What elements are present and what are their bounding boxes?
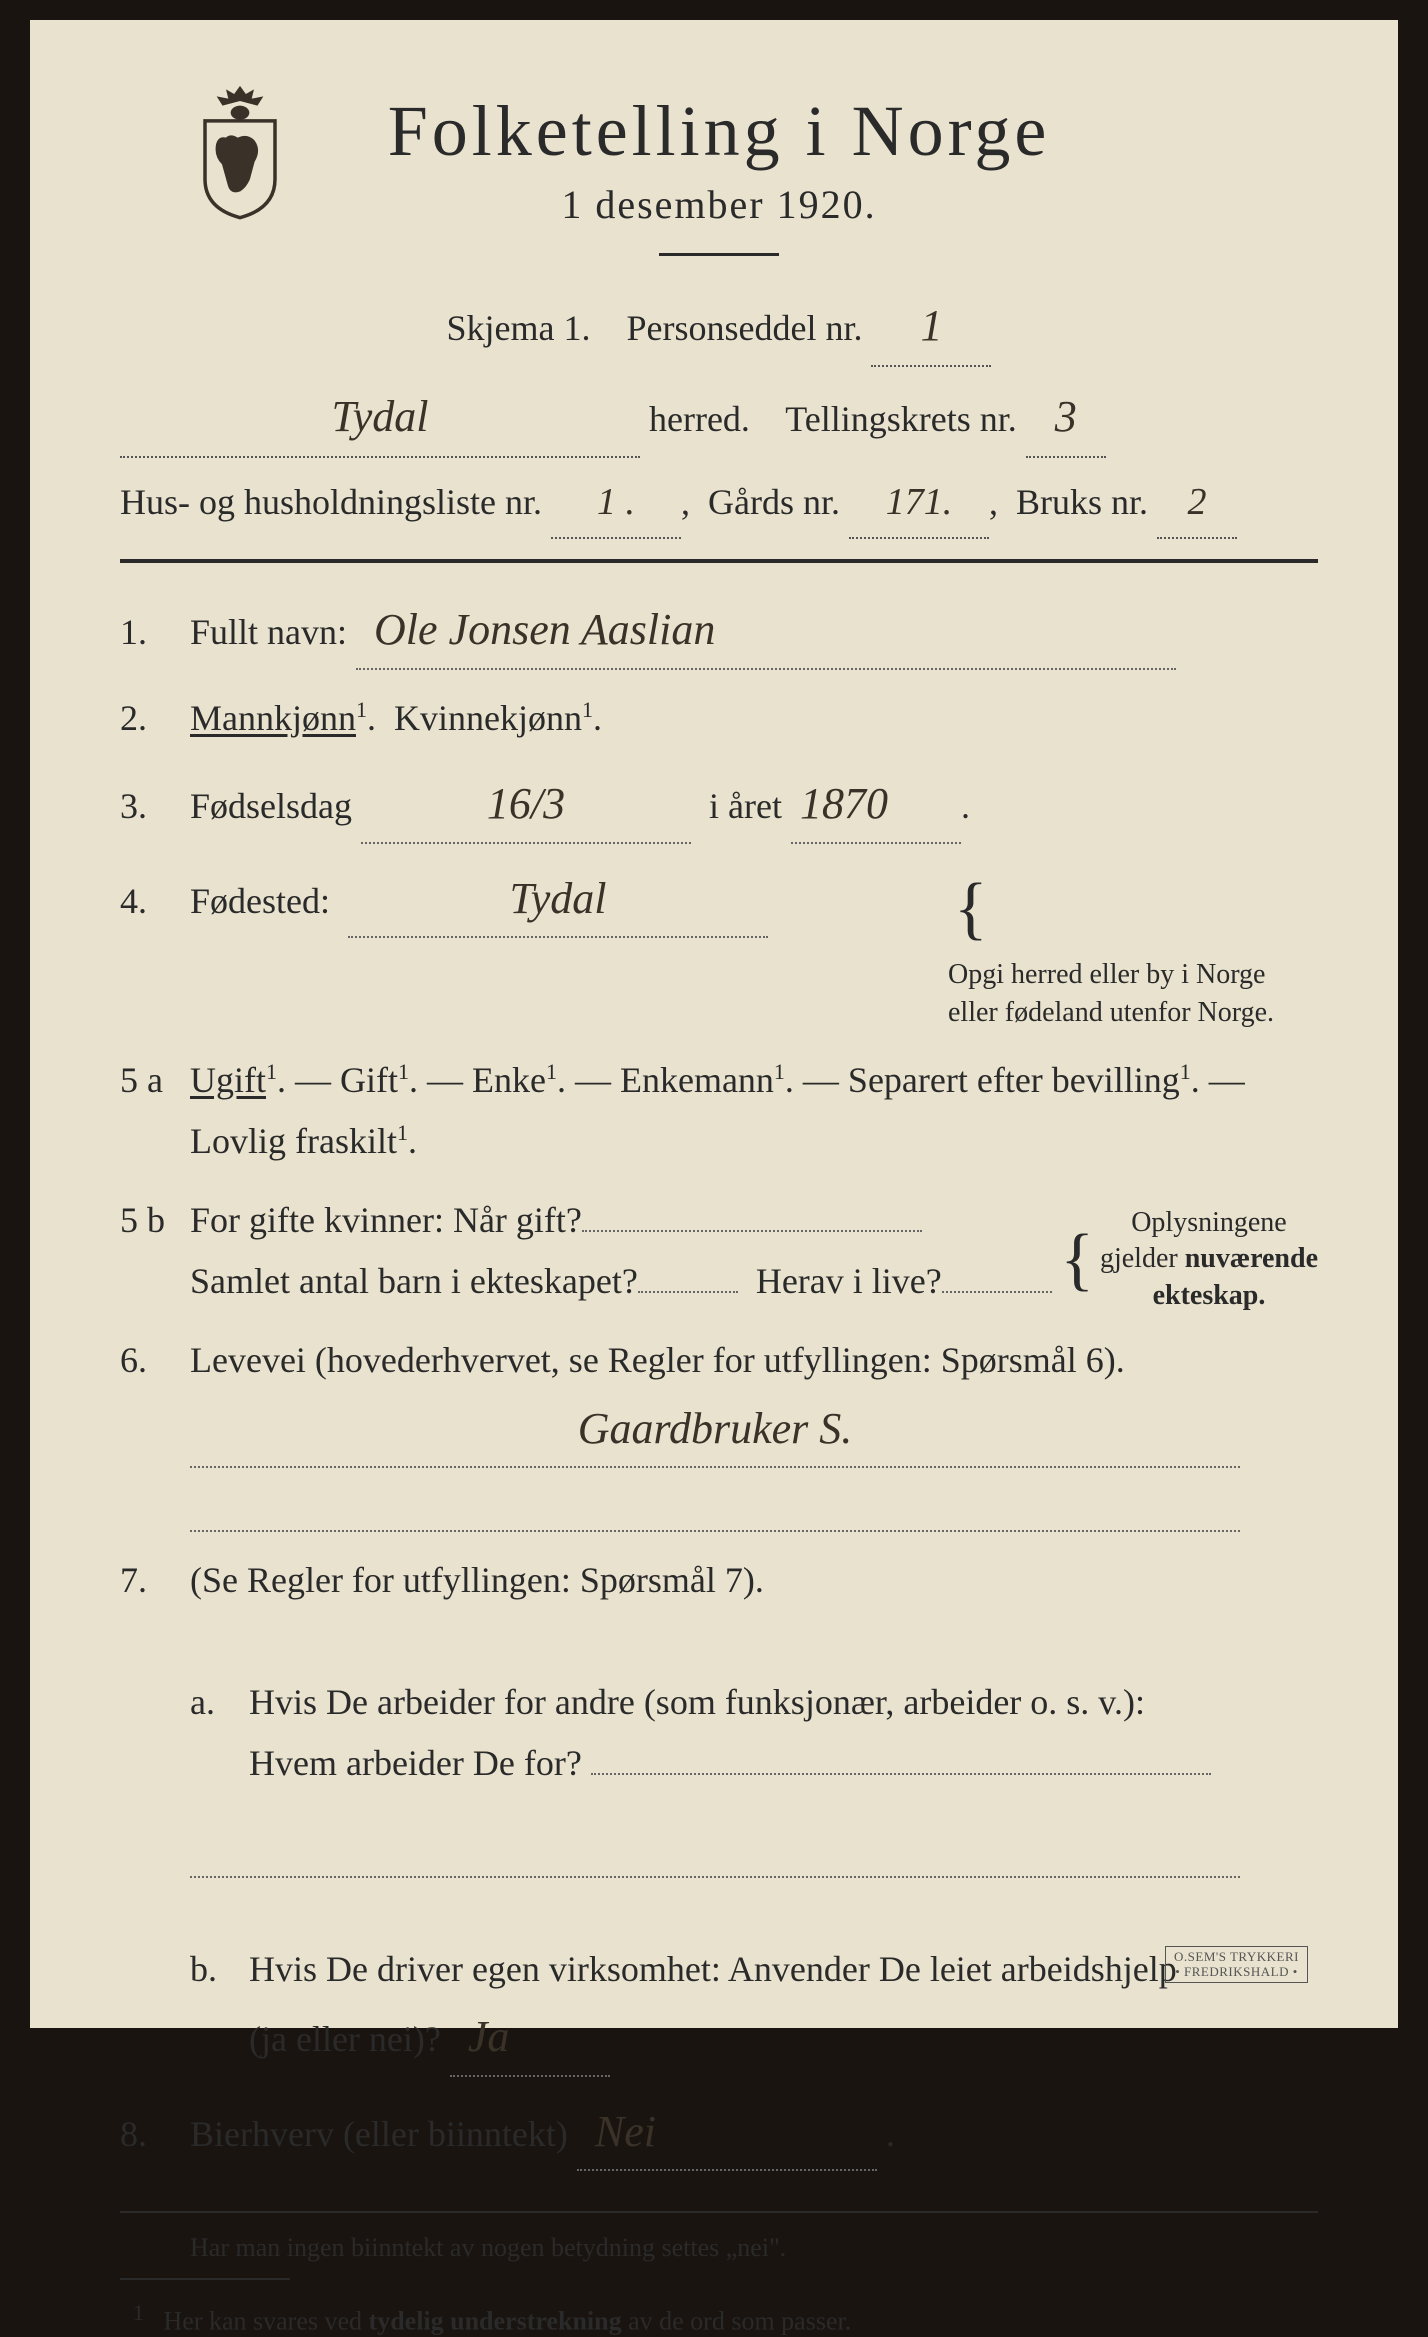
q3-year: 1870 — [800, 767, 888, 842]
q7b-value: Ja — [468, 2000, 510, 2075]
question-3: 3. Fødselsdag 16/3 i året 1870. — [120, 767, 1318, 844]
q2-num: 2. — [120, 697, 190, 739]
title-divider — [659, 253, 779, 256]
tellingskrets-value: 3 — [1055, 377, 1077, 456]
q2-sup2: 1 — [582, 697, 593, 722]
gards-value: 171. — [886, 468, 953, 536]
q5b-line2a: Samlet antal barn i ekteskapet? — [190, 1261, 638, 1301]
q7a-num: a. — [190, 1672, 240, 1733]
q5a-ugift: Ugift — [190, 1060, 266, 1100]
personseddel-label: Personseddel nr. — [627, 308, 863, 348]
personseddel-value: 1 — [920, 286, 942, 365]
q1-value: Ole Jonsen Aaslian — [374, 593, 715, 668]
gards-label: Gårds nr. — [708, 482, 840, 522]
q4-value: Tydal — [510, 862, 607, 937]
q3-num: 3. — [120, 785, 190, 827]
census-form-page: Folketelling i Norge 1 desember 1920. Sk… — [30, 20, 1398, 2028]
section-divider — [120, 559, 1318, 563]
herred-line: Tydal herred. Tellingskrets nr. 3 — [120, 377, 1318, 458]
question-4: 4. Fødested: Tydal { Opgi herred eller b… — [120, 862, 1318, 1032]
q4-note-b: eller fødeland utenfor Norge. — [948, 997, 1274, 1028]
q7a-line1: Hvis De arbeider for andre (som funksjon… — [249, 1682, 1145, 1722]
q5b-num: 5 b — [120, 1199, 190, 1241]
printer-line2: • FREDRIKSHALD • — [1175, 1964, 1298, 1979]
foot-note-2-num: 1 — [133, 2300, 144, 2325]
foot-note-2: 1 Her kan svares ved tydelig understrekn… — [120, 2300, 1318, 2337]
husliste-line: Hus- og husholdningsliste nr. 1 ., Gårds… — [120, 468, 1318, 538]
q1-num: 1. — [120, 611, 190, 653]
question-6: 6. Levevei (hovederhvervet, se Regler fo… — [120, 1330, 1318, 1531]
question-5b: 5 b For gifte kvinner: Når gift? Samlet … — [120, 1190, 1318, 1312]
herred-label: herred. — [649, 399, 750, 439]
q1-label: Fullt navn: — [190, 612, 347, 652]
herred-value: Tydal — [332, 377, 429, 456]
q5a-gift: Gift — [340, 1060, 398, 1100]
bruks-value: 2 — [1188, 468, 1207, 536]
q4-note-a: Opgi herred eller by i Norge — [948, 959, 1266, 990]
q2-kvinne: Kvinnekjønn — [394, 698, 582, 738]
q2-mann: Mannkjønn — [190, 698, 356, 738]
q8-value: Nei — [595, 2095, 656, 2170]
q7-num: 7. — [120, 1559, 190, 1601]
q7-intro: (Se Regler for utfyllingen: Spørsmål 7). — [190, 1560, 764, 1600]
question-8: 8. Bierhverv (eller biinntekt) Nei . — [120, 2095, 1318, 2172]
q5b-note-c: ekteskap. — [1153, 1280, 1266, 1311]
question-2: 2. Mannkjønn1. Kvinnekjønn1. — [120, 688, 1318, 749]
q5b-note-a: Oplysningene — [1131, 1207, 1287, 1238]
q7b-line2: (ja eller nei)? — [249, 2019, 441, 2059]
tellingskrets-label: Tellingskrets nr. — [785, 399, 1016, 439]
q7b-line1: Hvis De driver egen virksomhet: Anvender… — [249, 1949, 1177, 1989]
q5a-enke: Enke — [472, 1060, 546, 1100]
q5a-num: 5 a — [120, 1059, 190, 1101]
q5a-fraskilt: Lovlig fraskilt — [190, 1121, 397, 1161]
question-5a: 5 a Ugift1. — Gift1. — Enke1. — Enkemann… — [120, 1050, 1318, 1172]
q4-label: Fødested: — [190, 881, 330, 921]
q4-note: { Opgi herred eller by i Norge eller fød… — [948, 862, 1318, 1032]
q3-day: 16/3 — [487, 767, 565, 842]
q4-num: 4. — [120, 880, 190, 922]
q8-num: 8. — [120, 2113, 190, 2155]
q7b-num: b. — [190, 1939, 240, 2000]
q8-label: Bierhverv (eller biinntekt) — [190, 2114, 568, 2154]
q5b-line2b: Herav i live? — [756, 1261, 942, 1301]
q5a-separert: Separert efter bevilling — [848, 1060, 1180, 1100]
printer-line1: O.SEM'S TRYKKERI — [1174, 1949, 1299, 1964]
printer-mark: O.SEM'S TRYKKERI • FREDRIKSHALD • — [1165, 1946, 1308, 1983]
q5b-line1: For gifte kvinner: Når gift? — [190, 1200, 582, 1240]
foot-note-1: Har man ingen biinntekt av nogen betydni… — [190, 2233, 1318, 2263]
q6-num: 6. — [120, 1339, 190, 1381]
question-7: 7. (Se Regler for utfyllingen: Spørsmål … — [120, 1550, 1318, 2077]
skjema-label: Skjema 1. — [447, 308, 591, 348]
question-1: 1. Fullt navn: Ole Jonsen Aaslian — [120, 593, 1318, 670]
q5b-note-b: gjelder gjelder nuværendenuværende — [1100, 1243, 1318, 1274]
footer-divider-2 — [120, 2278, 290, 2280]
q2-sup1: 1 — [356, 697, 367, 722]
q7a-line2: Hvem arbeider De for? — [249, 1743, 582, 1783]
skjema-line: Skjema 1. Personseddel nr. 1 — [120, 286, 1318, 367]
bruks-label: Bruks nr. — [1016, 482, 1148, 522]
coat-of-arms-icon — [180, 80, 300, 220]
form-header: Folketelling i Norge 1 desember 1920. — [120, 90, 1318, 256]
q3-label: Fødselsdag — [190, 786, 352, 826]
q5b-note: { Oplysningene gjelder gjelder nuværende… — [1054, 1200, 1318, 1319]
husliste-label: Hus- og husholdningsliste nr. — [120, 482, 542, 522]
q6-label: Levevei (hovederhvervet, se Regler for u… — [190, 1340, 1125, 1380]
q3-year-label: i året — [709, 786, 782, 826]
husliste-value: 1 . — [597, 468, 635, 536]
q5a-enkemann: Enkemann — [620, 1060, 774, 1100]
q6-value: Gaardbruker S. — [578, 1392, 853, 1467]
footer-divider-1 — [120, 2211, 1318, 2213]
